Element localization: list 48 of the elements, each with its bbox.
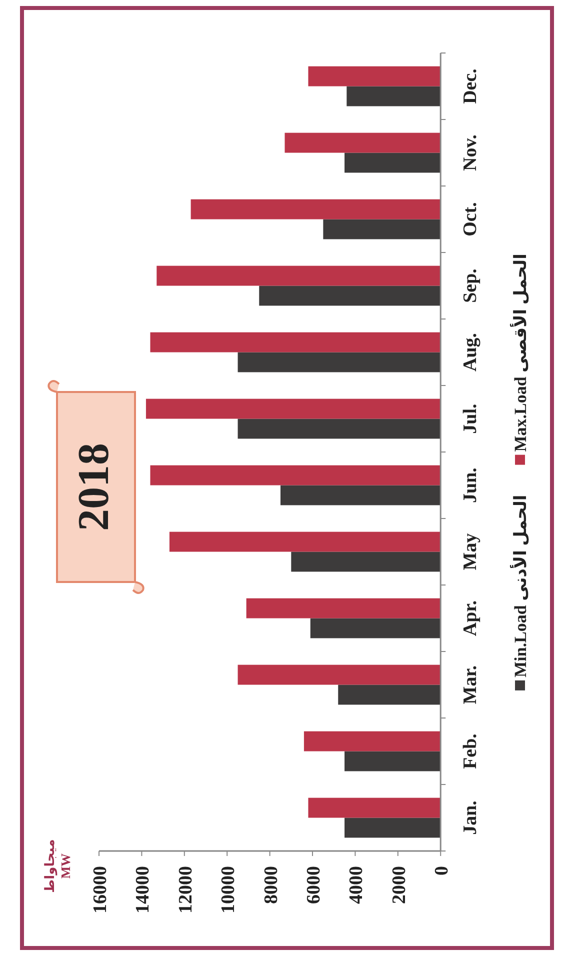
- bar: [146, 398, 441, 419]
- x-tick-label: 6000: [304, 866, 324, 904]
- legend-item: Min.Load الحمل الأدنى: [511, 494, 530, 690]
- y-tick-label: Aug.: [460, 332, 481, 372]
- bar: [346, 86, 441, 106]
- y-tick-label: Nov.: [460, 134, 481, 171]
- y-tick-label: May: [460, 532, 481, 570]
- x-tick-label: 8000: [260, 866, 282, 904]
- y-tick-label: Jun.: [460, 468, 481, 503]
- y-tick-label: Apr.: [460, 600, 481, 636]
- y-tick-label: Feb.: [460, 734, 481, 769]
- bar: [150, 465, 441, 486]
- y-tick-label: Dec.: [460, 68, 481, 104]
- x-tick-label: 14000: [132, 866, 154, 914]
- bar: [156, 266, 441, 286]
- legend-item: Max.Load الحمل الأقصى: [511, 254, 530, 465]
- bar: [169, 532, 441, 552]
- bar: [238, 418, 441, 439]
- x-tick-label: 10000: [218, 866, 240, 914]
- bar: [150, 332, 441, 352]
- x-tick-label: 4000: [346, 866, 368, 904]
- bar: [308, 66, 441, 86]
- bar: [344, 152, 441, 173]
- bar: [238, 352, 441, 372]
- x-tick-label: 12000: [175, 866, 196, 914]
- bar: [310, 618, 441, 638]
- bar: [238, 664, 441, 685]
- bar: [259, 286, 441, 306]
- y-tick-label: Jul.: [460, 404, 481, 434]
- bar: [338, 684, 441, 705]
- x-tick-label: 16000: [90, 866, 111, 914]
- text: 2018: [69, 443, 118, 531]
- bar: [246, 598, 441, 618]
- bar: [190, 199, 441, 220]
- y-tick-label: Sep.: [460, 268, 481, 303]
- y-tick-label: Mar.: [460, 665, 481, 704]
- bar: [344, 751, 441, 772]
- bar: [291, 552, 441, 572]
- x-tick-label: 2000: [388, 866, 410, 904]
- x-tick-label: 0: [432, 866, 453, 876]
- y-tick-label: Jan.: [460, 800, 481, 835]
- bar: [304, 731, 441, 752]
- bar: [284, 132, 441, 153]
- bar: [323, 219, 441, 240]
- bar: [344, 818, 441, 838]
- y-tick-label: Oct.: [460, 202, 481, 236]
- bar: [280, 485, 441, 506]
- bar: [308, 798, 441, 818]
